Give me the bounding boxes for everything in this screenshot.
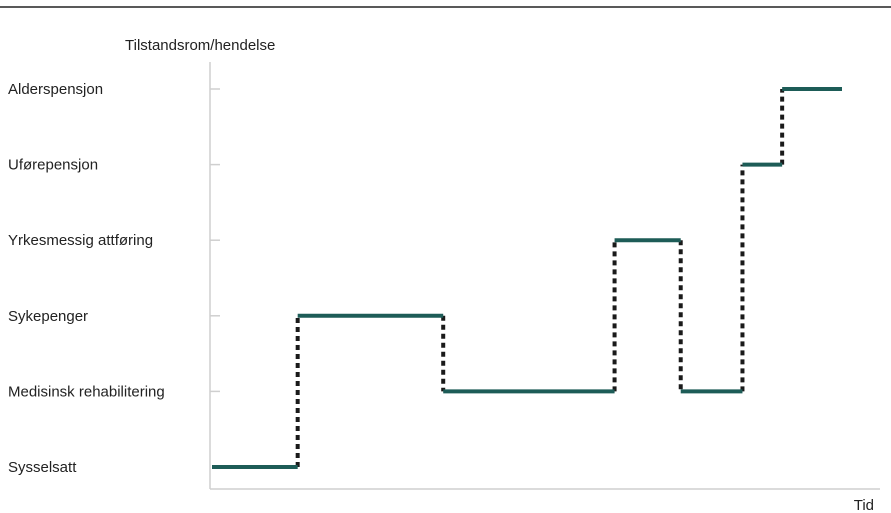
y-axis-title: Tilstandsrom/hendelse bbox=[125, 37, 275, 54]
y-tick-label: Uførepensjon bbox=[8, 157, 98, 174]
x-axis-title: Tid bbox=[854, 497, 874, 513]
y-tick-label: Sysselsatt bbox=[8, 459, 77, 476]
y-tick-label: Medisinsk rehabilitering bbox=[8, 383, 165, 400]
y-tick-label: Alderspensjon bbox=[8, 81, 103, 98]
y-tick-label: Sykepenger bbox=[8, 308, 88, 325]
y-tick-label: Yrkesmessig attføring bbox=[8, 232, 153, 249]
